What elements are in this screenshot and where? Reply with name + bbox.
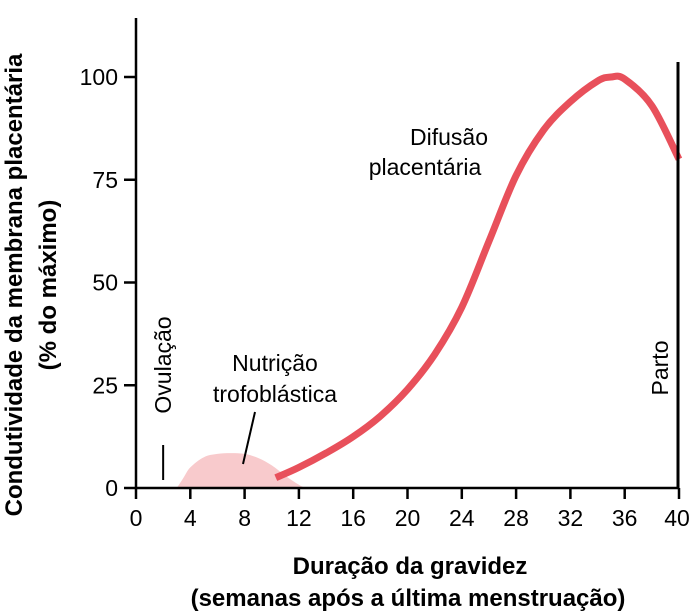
nutricao-pointer-line [242, 411, 256, 465]
x-tick-label: 4 [184, 505, 197, 531]
nutricao-label-line2: trofoblástica [213, 381, 337, 407]
x-axis-title-line2: (semanas após a última menstruação) [191, 585, 626, 612]
difusao-label-line1: Difusão [410, 124, 488, 150]
y-tick-label: 0 [105, 475, 118, 501]
x-ticks: 0 4 8 12 16 20 24 28 32 36 40 [130, 488, 690, 531]
y-tick-label: 50 [92, 270, 118, 296]
ovulacao-label: Ovulação [150, 316, 176, 413]
x-tick-label: 20 [395, 505, 421, 531]
parto-label: Parto [647, 341, 673, 396]
difusao-label-line2: placentária [369, 154, 482, 180]
x-tick-label: 24 [449, 505, 475, 531]
y-tick-label: 25 [92, 372, 118, 398]
x-tick-label: 36 [612, 505, 638, 531]
x-tick-label: 8 [238, 505, 251, 531]
difusao-placentaria-line [274, 72, 683, 481]
y-tick-label: 75 [92, 167, 118, 193]
x-tick-label: 40 [664, 505, 690, 531]
y-ticks: 0 25 50 75 100 [80, 64, 136, 501]
nutricao-trofoblastica-area [176, 453, 306, 488]
nutricao-label-line1: Nutrição [232, 350, 318, 376]
x-tick-label: 32 [558, 505, 584, 531]
x-tick-label: 28 [503, 505, 529, 531]
y-axis-title-line1: Condutividade da membrana placentária [1, 53, 28, 516]
y-tick-label: 100 [80, 64, 118, 90]
y-axis-title-line2: (% do máximo) [35, 200, 62, 371]
x-axis-title-line1: Duração da gravidez [293, 553, 528, 580]
x-tick-label: 0 [130, 505, 143, 531]
x-tick-label: 16 [340, 505, 366, 531]
x-tick-label: 12 [286, 505, 312, 531]
